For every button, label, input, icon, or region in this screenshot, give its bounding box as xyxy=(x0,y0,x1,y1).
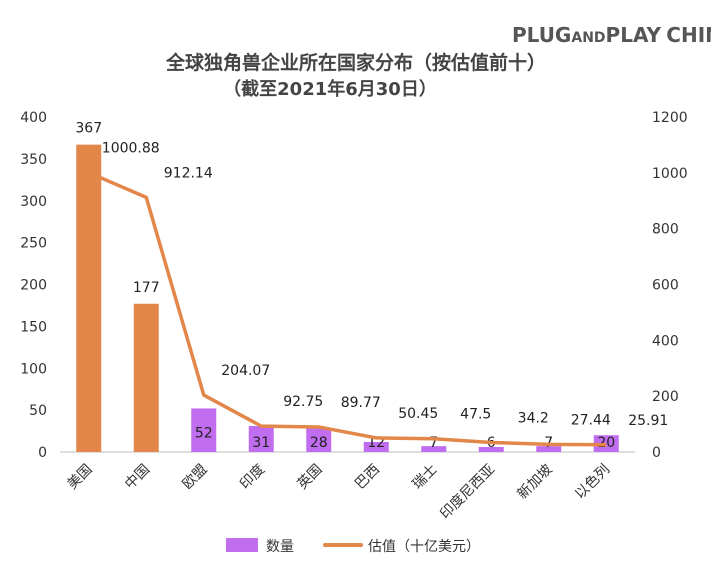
legend-label-valuation: 估值（十亿美元） xyxy=(368,539,480,555)
brand-and: AND xyxy=(571,30,605,46)
chart-title: 全球独角兽企业所在国家分布（按估值前十） xyxy=(165,51,546,74)
left-tick-label: 50 xyxy=(29,403,47,419)
right-tick-label: 0 xyxy=(652,445,661,461)
right-tick-label: 800 xyxy=(652,222,679,238)
line-value-label: 50.45 xyxy=(398,406,438,422)
x-tick-label: 印度尼西亚 xyxy=(437,462,498,523)
left-tick-label: 300 xyxy=(20,194,47,210)
legend-swatch-count xyxy=(226,538,258,552)
x-tick-label: 印度 xyxy=(237,462,268,493)
x-tick-label: 新加坡 xyxy=(515,462,556,503)
left-tick-label: 0 xyxy=(38,445,47,461)
left-axis: 0 50 100 150 200 250 300 350 400 xyxy=(20,110,47,461)
line-value-label: 92.75 xyxy=(283,394,323,410)
bar xyxy=(478,446,504,452)
brand-plug: PLUG xyxy=(512,23,571,47)
left-tick-label: 400 xyxy=(20,110,47,126)
line-value-label: 27.44 xyxy=(571,412,611,428)
bar-value-label: 31 xyxy=(252,435,270,451)
left-tick-label: 150 xyxy=(20,319,47,335)
legend-label-count: 数量 xyxy=(266,539,294,555)
bar-value-label: 20 xyxy=(597,435,615,451)
bar xyxy=(536,446,562,452)
x-tick-label: 欧盟 xyxy=(179,462,210,493)
brand-china: CHINA xyxy=(666,23,711,47)
bar-value-label: 177 xyxy=(133,280,160,296)
bar-value-label: 28 xyxy=(310,435,328,451)
x-tick-label: 巴西 xyxy=(352,462,383,493)
bar-series xyxy=(76,144,619,452)
right-tick-label: 400 xyxy=(652,333,679,349)
x-tick-label: 美国 xyxy=(64,462,95,493)
left-tick-label: 250 xyxy=(20,236,47,252)
line-value-label: 47.5 xyxy=(460,407,491,423)
line-value-label: 1000.88 xyxy=(102,141,160,157)
bar xyxy=(306,428,332,452)
right-tick-label: 1000 xyxy=(652,166,688,182)
brand-logo: PLUGANDPLAYCHINA xyxy=(512,23,711,47)
bar xyxy=(363,441,389,452)
line-value-label: 34.2 xyxy=(518,410,549,426)
x-tick-label: 英国 xyxy=(294,461,326,493)
line-value-label: 204.07 xyxy=(221,363,270,379)
left-tick-label: 100 xyxy=(20,361,47,377)
right-tick-label: 200 xyxy=(652,389,679,405)
bar xyxy=(191,408,217,452)
chart-subtitle: （截至2021年6月30日） xyxy=(223,78,437,100)
bar xyxy=(133,303,159,452)
bar-value-label: 367 xyxy=(75,121,102,137)
line-value-label: 89.77 xyxy=(341,395,381,411)
x-tick-label: 以色列 xyxy=(571,461,613,503)
x-tick-label: 中国 xyxy=(122,462,153,493)
left-tick-label: 200 xyxy=(20,278,47,294)
valuation-line xyxy=(88,170,607,447)
line-series xyxy=(88,170,607,447)
bar-value-label: 7 xyxy=(429,435,438,451)
bar xyxy=(248,426,274,452)
x-tick-label: 瑞士 xyxy=(409,462,440,493)
bar xyxy=(76,144,102,452)
line-value-label: 912.14 xyxy=(164,165,213,181)
svg-text:PLUGANDPLAYCHINA: PLUGANDPLAYCHINA xyxy=(512,23,711,47)
legend: 数量 估值（十亿美元） xyxy=(226,538,480,555)
right-axis: 0 200 400 600 800 1000 1200 xyxy=(652,110,688,461)
right-tick-label: 1200 xyxy=(652,110,688,126)
brand-play: PLAY xyxy=(606,23,662,47)
line-value-label: 25.91 xyxy=(628,413,668,429)
bar-value-label: 52 xyxy=(195,425,213,441)
left-tick-label: 350 xyxy=(20,152,47,168)
right-tick-label: 600 xyxy=(652,278,679,294)
bar xyxy=(421,446,447,452)
